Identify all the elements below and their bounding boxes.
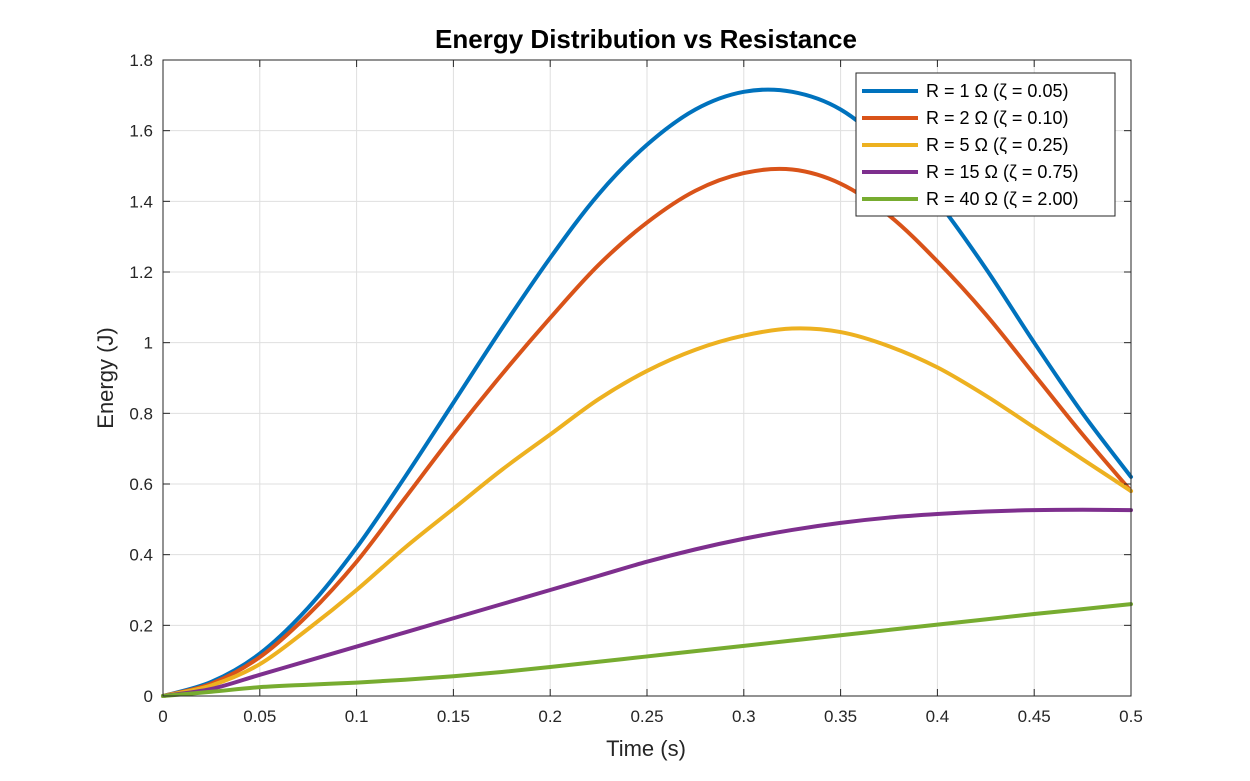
series-layer (161, 87, 1133, 698)
y-axis-label: Energy (J) (93, 327, 118, 428)
y-tick-label: 0.8 (129, 404, 153, 423)
y-tick-label: 1.8 (129, 51, 153, 70)
y-tick-label: 1.6 (129, 122, 153, 141)
series-line-1 (161, 87, 1133, 698)
x-tick-label: 0.15 (437, 707, 470, 726)
y-axis-ticks: 0 0.2 0.4 0.6 0.8 1 1.2 1.4 1.6 1.8 (129, 51, 1131, 706)
x-tick-label: 0 (158, 707, 167, 726)
y-tick-label: 1.4 (129, 192, 153, 211)
x-tick-label: 0.4 (926, 707, 950, 726)
series-line-4 (161, 507, 1133, 698)
legend-entry-1: R = 1 Ω (ζ = 0.05) (926, 81, 1068, 101)
legend-entry-5: R = 40 Ω (ζ = 2.00) (926, 189, 1078, 209)
x-tick-label: 0.3 (732, 707, 756, 726)
x-tick-label: 0.25 (630, 707, 663, 726)
legend-entry-4: R = 15 Ω (ζ = 0.75) (926, 162, 1078, 182)
y-tick-label: 1.2 (129, 263, 153, 282)
chart-title: Energy Distribution vs Resistance (435, 24, 857, 54)
x-tick-label: 0.45 (1018, 707, 1051, 726)
x-axis-label: Time (s) (606, 736, 686, 761)
x-axis-ticks: 0 0.05 0.1 0.15 0.2 0.25 0.3 0.35 0.4 0.45 0.5 (158, 60, 1143, 726)
y-tick-label: 1 (144, 334, 153, 353)
x-tick-label: 0.5 (1119, 707, 1143, 726)
y-tick-label: 0.6 (129, 475, 153, 494)
x-tick-label: 0.1 (345, 707, 369, 726)
series-line-5 (161, 602, 1133, 698)
legend: R = 1 Ω (ζ = 0.05) R = 2 Ω (ζ = 0.10) R = … (855, 72, 1116, 217)
x-tick-label: 0.05 (243, 707, 276, 726)
y-tick-label: 0 (144, 687, 153, 706)
x-tick-label: 0.2 (538, 707, 562, 726)
x-tick-label: 0.35 (824, 707, 857, 726)
series-line-2 (161, 166, 1133, 698)
y-tick-label: 0.2 (129, 616, 153, 635)
y-tick-label: 0.4 (129, 546, 153, 565)
legend-entry-2: R = 2 Ω (ζ = 0.10) (926, 108, 1068, 128)
series-line-3 (161, 326, 1133, 698)
legend-entry-3: R = 5 Ω (ζ = 0.25) (926, 135, 1068, 155)
